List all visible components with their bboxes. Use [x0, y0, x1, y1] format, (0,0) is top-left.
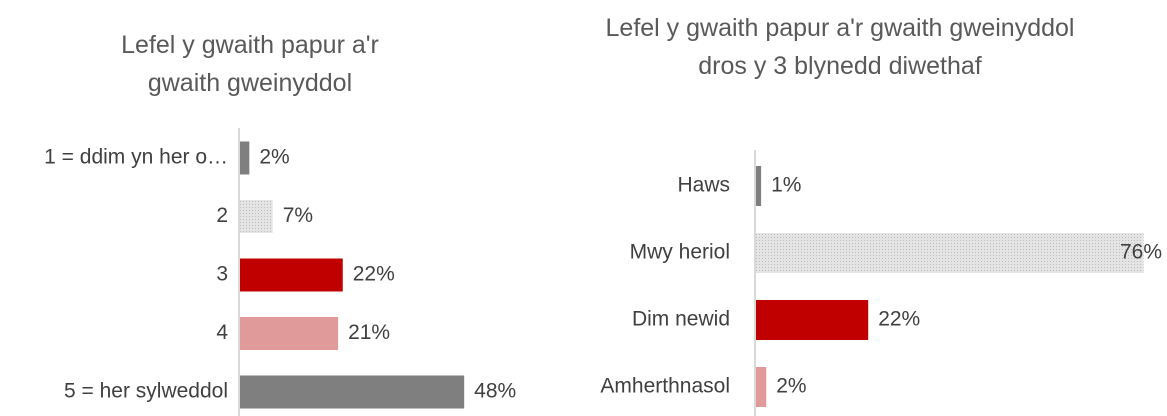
value-label: 2% — [776, 375, 806, 398]
chart-title: Lefel y gwaith papur a'r gwaith gweinydd… — [121, 31, 379, 97]
category-label: 2 — [216, 204, 228, 227]
category-label: Mwy heriol — [630, 241, 730, 264]
bar — [240, 258, 343, 292]
bar — [240, 141, 250, 175]
value-label: 2% — [259, 146, 289, 169]
value-label: 48% — [474, 380, 516, 403]
value-label: 22% — [353, 263, 395, 286]
value-label: 76% — [1120, 241, 1162, 264]
category-label: Dim newid — [632, 308, 730, 331]
value-label: 21% — [348, 321, 390, 344]
category-label: 1 = ddim yn her o… — [44, 146, 228, 169]
value-label: 1% — [771, 174, 801, 197]
bar — [240, 317, 339, 350]
category-label: Amherthnasol — [600, 375, 730, 398]
category-label: Haws — [677, 174, 730, 197]
category-label: 5 = her sylweddol — [64, 380, 228, 403]
value-label: 22% — [878, 308, 920, 331]
bar — [756, 300, 869, 340]
value-label: 7% — [283, 204, 313, 227]
chart-title: Lefel y gwaith papur a'r gwaith gweinydd… — [605, 14, 1075, 80]
bar — [240, 375, 465, 409]
bar — [240, 200, 273, 233]
category-label: 3 — [216, 263, 228, 286]
category-label: 4 — [216, 321, 228, 344]
bar — [756, 367, 767, 407]
bar — [756, 166, 762, 206]
bar — [756, 233, 1144, 273]
